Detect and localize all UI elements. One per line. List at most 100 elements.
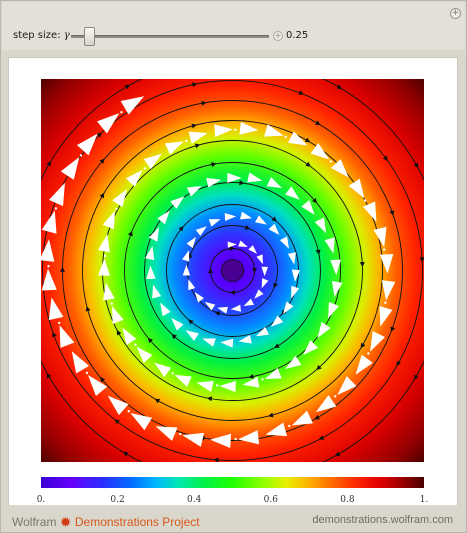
flow-arrowhead	[206, 396, 213, 402]
control-panel: + step size: γ + 0.25	[2, 2, 465, 50]
flow-arrowhead	[311, 197, 318, 204]
iteration-arrow	[102, 210, 116, 230]
iteration-arrow	[171, 317, 184, 331]
iteration-arrow	[152, 284, 162, 299]
colorbar-tick-label: 1.	[419, 495, 429, 505]
iteration-arrow	[303, 340, 319, 356]
path-dot	[329, 160, 333, 163]
iteration-arrow	[373, 226, 387, 248]
iteration-arrow	[266, 177, 283, 189]
flow-arrowhead	[51, 331, 57, 338]
iteration-arrow	[48, 182, 65, 207]
iteration-arrow	[227, 241, 237, 248]
iteration-arrow	[264, 368, 282, 379]
iteration-arrow	[242, 376, 260, 388]
iteration-arrow	[283, 301, 294, 314]
iteration-arrow	[59, 325, 75, 348]
fixed-point	[221, 259, 244, 282]
iteration-arrow	[185, 330, 199, 341]
iteration-arrow	[261, 266, 269, 277]
gamma-symbol: γ	[63, 30, 70, 41]
iteration-arrow	[330, 259, 341, 276]
path-dot	[367, 352, 370, 355]
site-link[interactable]: demonstrations.wolfram.com	[312, 514, 453, 526]
path-dot	[103, 254, 107, 258]
iteration-arrow	[330, 159, 349, 178]
iteration-arrow	[96, 113, 120, 134]
path-dot	[364, 199, 367, 202]
flow-arrowhead	[359, 261, 365, 268]
flow-arrowhead	[252, 268, 257, 273]
flow-arrowhead	[201, 100, 207, 106]
iteration-arrow	[157, 210, 170, 225]
flow-arrowhead	[230, 246, 235, 251]
flow-arrowhead	[208, 268, 213, 273]
path-dot	[383, 248, 386, 251]
iteration-arrow	[379, 305, 393, 327]
flow-arrowhead	[191, 123, 197, 129]
flow-arrowhead	[304, 137, 311, 143]
iteration-arrow	[239, 121, 259, 135]
flow-arrowhead	[124, 84, 131, 90]
step-size-slider[interactable]	[71, 35, 269, 38]
iteration-arrow	[125, 169, 143, 187]
iteration-arrow	[98, 258, 111, 276]
iteration-arrow	[362, 201, 377, 222]
colorbar-tick-label: 0.	[36, 495, 46, 505]
flow-arrowhead	[99, 158, 105, 164]
flow-arrowhead	[271, 216, 277, 222]
iteration-arrow	[238, 240, 248, 247]
iteration-arrow	[291, 410, 313, 426]
step-size-text: step size:	[13, 30, 61, 41]
iteration-arrow	[130, 412, 153, 431]
iteration-arrow	[247, 172, 263, 183]
iteration-arrow	[355, 354, 373, 375]
flow-arrowhead	[244, 224, 251, 230]
step-size-slider-thumb[interactable]	[84, 27, 95, 46]
path-dot	[185, 139, 188, 143]
iteration-arrow	[265, 422, 288, 437]
flow-arrowhead	[171, 334, 177, 340]
expand-controls-icon[interactable]: +	[450, 8, 461, 19]
path-dot	[171, 372, 174, 375]
streamline	[42, 80, 423, 461]
flow-arrowhead	[336, 84, 343, 90]
iteration-arrow	[202, 338, 216, 347]
flow-arrowhead	[46, 160, 52, 167]
wolfram-brand[interactable]: Wolfram ✹ Demonstrations Project	[12, 513, 200, 530]
iteration-arrow	[186, 186, 202, 197]
iteration-arrow	[164, 141, 184, 155]
path-dot	[54, 207, 58, 210]
colorbar	[41, 477, 424, 488]
slider-animate-plus-icon[interactable]: +	[273, 31, 283, 41]
iteration-arrow	[237, 430, 260, 445]
iteration-arrow	[261, 278, 269, 289]
colorbar-tick-label: 0.8	[340, 495, 355, 505]
path-dot	[284, 135, 287, 139]
iteration-arrow	[270, 315, 284, 327]
flow-arrowhead	[413, 374, 419, 381]
path-dot	[47, 265, 50, 268]
flow-arrowhead	[230, 290, 235, 295]
iteration-arrow	[48, 297, 64, 321]
spikey-icon: ✹	[59, 514, 72, 530]
colorbar-tick-label: 0.6	[263, 495, 278, 505]
iteration-arrow	[219, 380, 236, 393]
iteration-arrow	[381, 280, 396, 301]
colorbar-tick-label: 0.4	[187, 495, 202, 505]
iteration-arrow	[254, 215, 267, 225]
iteration-arrow	[337, 376, 357, 396]
iteration-arrow	[148, 227, 160, 242]
iteration-arrow	[315, 394, 337, 413]
path-dot	[127, 410, 130, 413]
iteration-arrow	[287, 252, 296, 265]
iteration-arrow	[268, 223, 280, 235]
flow-arrowhead	[188, 319, 194, 325]
iteration-arrow	[112, 189, 127, 208]
flow-arrowhead	[248, 374, 254, 379]
iteration-arrow	[146, 265, 156, 279]
iteration-arrow	[170, 196, 185, 209]
iteration-arrow	[155, 426, 178, 441]
path-dot	[216, 384, 219, 387]
step-size-value: 0.25	[286, 30, 309, 41]
